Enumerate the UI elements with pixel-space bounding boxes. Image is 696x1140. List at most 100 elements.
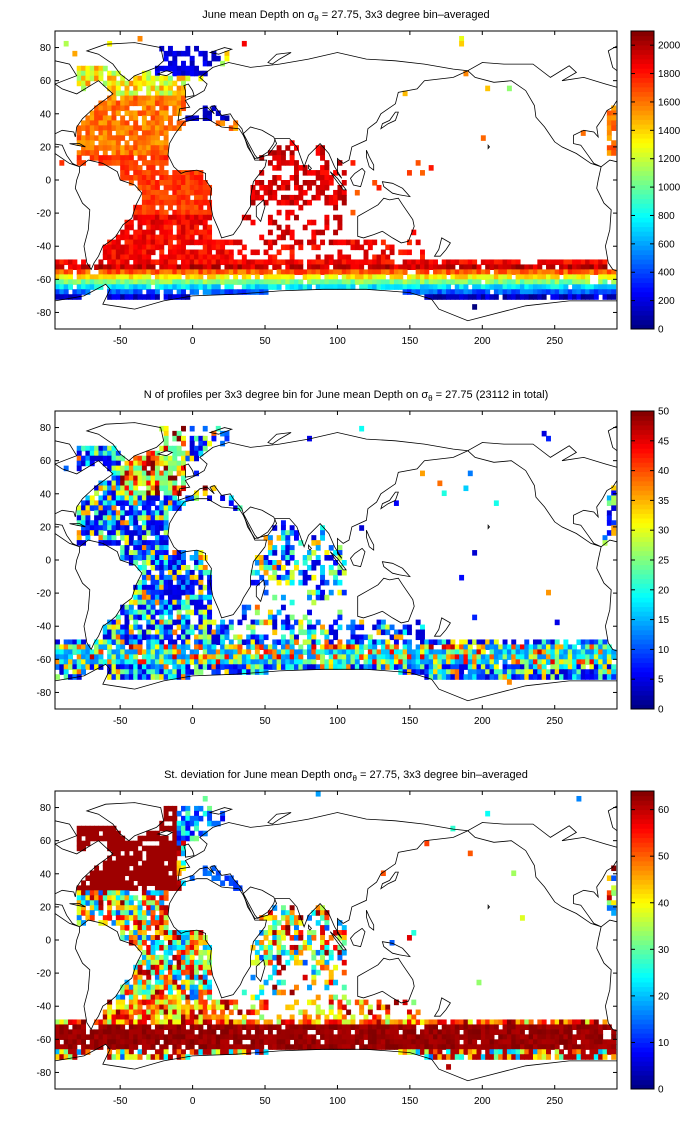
bin-cell [146, 204, 152, 211]
bin-cell [163, 624, 169, 631]
bin-cell [276, 155, 282, 161]
bin-cell [285, 279, 291, 285]
bin-cell [302, 940, 308, 946]
bin-cell [189, 875, 195, 881]
bin-cell [489, 279, 495, 285]
bin-cell [207, 579, 213, 586]
bin-cell [459, 40, 465, 47]
bin-cell [137, 495, 143, 501]
bin-cell [350, 644, 356, 650]
bin-cell [467, 659, 473, 665]
bin-cell [107, 515, 113, 521]
bin-cell [172, 180, 178, 186]
bin-cell [328, 979, 334, 986]
bin-cell [167, 239, 173, 246]
bin-cell [293, 984, 299, 991]
bin-cell [146, 830, 152, 837]
colorbar-segment [631, 291, 654, 297]
bin-cell [389, 664, 395, 670]
bin-cell [176, 984, 182, 991]
bin-cell [146, 500, 152, 506]
bin-cell [233, 659, 239, 665]
bin-cell [398, 279, 404, 285]
bin-cell [163, 530, 169, 536]
bin-cell [472, 284, 478, 290]
bin-cell [320, 925, 326, 931]
bin-cell [150, 949, 156, 956]
bin-cell [493, 279, 499, 285]
bin-cell [81, 269, 87, 275]
bin-cell [133, 254, 139, 261]
bin-cell [85, 140, 91, 146]
bin-cell [541, 639, 547, 646]
bin-cell [463, 644, 469, 650]
bin-cell [150, 550, 156, 556]
bin-cell [102, 244, 108, 251]
bin-cell [137, 145, 143, 151]
bin-cell [172, 65, 178, 72]
bin-cell [280, 244, 286, 251]
bin-cell [254, 189, 260, 196]
bin-cell [128, 485, 134, 492]
bin-cell [580, 130, 586, 136]
bin-cell [154, 969, 160, 976]
colorbar-segment [631, 254, 654, 260]
bin-cell [124, 274, 130, 280]
bin-cell [524, 654, 530, 660]
bin-cell [202, 969, 208, 976]
bin-cell [311, 910, 317, 916]
bin-cell [137, 269, 143, 275]
bin-cell [537, 294, 543, 300]
bin-cell [111, 239, 117, 246]
bin-cell [276, 944, 282, 951]
bin-cell [598, 639, 604, 646]
bin-cell [141, 949, 147, 956]
bin-cell [589, 664, 595, 670]
bin-cell [346, 644, 352, 650]
bin-cell [285, 920, 291, 926]
bin-cell [350, 239, 356, 246]
bin-cell [172, 100, 178, 107]
bin-cell [293, 194, 299, 201]
bin-cell [194, 274, 199, 280]
bin-cell [385, 244, 391, 251]
bin-cell [120, 634, 126, 641]
bin-cell [194, 65, 199, 72]
bin-cell [172, 90, 178, 97]
bin-cell [120, 480, 126, 487]
bin-cell [563, 674, 569, 680]
bin-cell [137, 254, 143, 261]
bin-cell [172, 574, 178, 581]
bin-cell [185, 624, 191, 631]
bin-cell [63, 674, 69, 680]
bin-cell [328, 555, 334, 561]
bin-cell [128, 475, 134, 482]
bin-cell [393, 269, 399, 275]
bin-cell [567, 294, 573, 300]
bin-cell [498, 644, 504, 650]
bin-cell [454, 654, 460, 660]
bin-cell [476, 664, 482, 670]
bin-cell [563, 274, 569, 280]
bin-cell [402, 644, 408, 650]
bin-cell [485, 674, 491, 680]
bin-cell [159, 910, 165, 916]
bin-cell [194, 115, 199, 121]
bin-cell [302, 629, 308, 636]
bin-cell [176, 964, 182, 971]
bin-cell [154, 274, 160, 280]
bin-cell [172, 594, 178, 601]
bin-cell [154, 880, 160, 886]
bin-cell [276, 165, 282, 171]
bin-cell [159, 999, 165, 1006]
bin-cell [215, 289, 221, 295]
bin-cell [311, 654, 317, 660]
bin-cell [133, 249, 139, 256]
bin-cell [141, 279, 147, 285]
bin-cell [181, 259, 186, 266]
bin-cell [241, 254, 247, 261]
bin-cell [146, 999, 152, 1006]
bin-cell [107, 835, 113, 842]
bin-cell [133, 465, 139, 472]
